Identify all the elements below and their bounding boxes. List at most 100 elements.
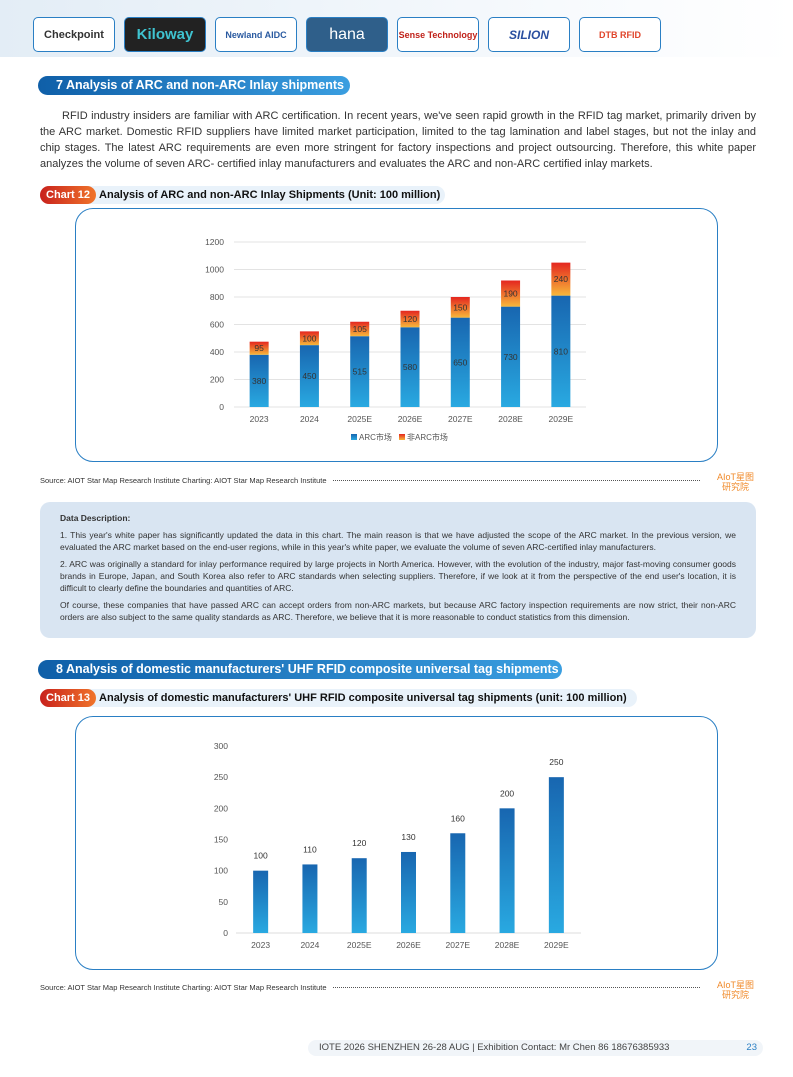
logo-sense: Sense Technology — [397, 17, 479, 52]
y-tick-label: 600 — [210, 320, 224, 330]
bar-non-arc — [501, 280, 521, 307]
data-label-arc: 380 — [252, 376, 266, 386]
bar-arc — [551, 295, 571, 407]
bar — [499, 808, 515, 933]
chart-12: 0 200 400 600 800 1000 1200 380 95 2023 450 100 2024… — [205, 237, 586, 442]
bar-non-arc — [450, 297, 470, 318]
chart-13-source: Source: AIOT Star Map Research Institute… — [40, 983, 700, 992]
data-label-arc: 810 — [554, 346, 568, 356]
bar — [450, 833, 466, 933]
y-tick-label: 100 — [214, 866, 228, 876]
data-label: 100 — [254, 851, 268, 861]
chart-13-title-text: Analysis of domestic manufacturers' UHF … — [99, 692, 627, 704]
x-tick-label: 2027E — [445, 940, 470, 950]
logo-silion: SILION — [488, 17, 570, 52]
data-label-non-arc: 105 — [353, 324, 367, 334]
y-tick-label: 150 — [214, 835, 228, 845]
y-tick-label: 250 — [214, 772, 228, 782]
description-title: Data Description: — [60, 513, 131, 523]
y-tick-label: 800 — [210, 292, 224, 302]
data-label-non-arc: 120 — [403, 314, 417, 324]
data-label-arc: 650 — [453, 357, 467, 367]
brand-logo: AIoT星图 研究院 — [717, 980, 754, 1000]
legend-swatch — [351, 434, 357, 440]
data-label-arc: 730 — [503, 352, 517, 362]
chart-13-title: Chart 13 Analysis of domestic manufacture… — [40, 689, 637, 707]
y-tick-label: 200 — [210, 375, 224, 385]
footer-text: IOTE 2026 SHENZHEN 26-28 AUG | Exhibitio… — [319, 1042, 670, 1053]
bar — [253, 870, 269, 933]
sponsor-logos: Checkpoint Kiloway Newland AIDC hana Sen… — [33, 17, 661, 52]
section-7-paragraph: RFID industry insiders are familiar with… — [40, 110, 756, 170]
data-label: 120 — [352, 838, 366, 848]
y-tick-label: 1200 — [205, 237, 224, 247]
bar — [351, 858, 367, 933]
data-label-arc: 515 — [353, 367, 367, 377]
logo-kiloway: Kiloway — [124, 17, 206, 52]
data-label: 250 — [549, 757, 563, 767]
y-tick-label: 300 — [214, 741, 228, 751]
data-description: Data Description: 1. This year's white p… — [40, 502, 756, 638]
legend-label: ARC市场 — [359, 432, 392, 442]
bar-non-arc — [299, 331, 319, 346]
chart-13: 0 50 100 150 200 250 300 100 2023 110 2024 120 2025E… — [214, 741, 581, 950]
x-tick-label: 2028E — [495, 940, 520, 950]
x-tick-label: 2023 — [250, 414, 269, 424]
chart-12-badge: Chart 12 — [40, 186, 97, 204]
chart-13-badge: Chart 13 — [40, 689, 97, 707]
data-label-arc: 450 — [302, 371, 316, 381]
y-tick-label: 400 — [210, 347, 224, 357]
bar-arc — [249, 354, 269, 407]
description-item: 2. ARC was originally a standard for inl… — [60, 559, 736, 593]
y-tick-label: 200 — [214, 803, 228, 813]
section-8-heading: 8 Analysis of domestic manufacturers' UH… — [38, 660, 562, 679]
x-tick-label: 2026E — [398, 414, 423, 424]
bar-non-arc — [551, 262, 571, 296]
legend-label: 非ARC市场 — [407, 432, 448, 442]
x-tick-label: 2026E — [396, 940, 421, 950]
data-label-non-arc: 95 — [254, 343, 264, 353]
data-label: 200 — [500, 788, 514, 798]
brand-logo: AIoT星图 研究院 — [717, 472, 754, 492]
chart-12-box: 0 200 400 600 800 1000 1200 380 95 2023 450 100 2024… — [75, 208, 718, 462]
bar-non-arc — [249, 341, 269, 355]
x-tick-label: 2029E — [549, 414, 574, 424]
bar — [548, 777, 564, 933]
x-tick-label: 2024 — [300, 940, 319, 950]
source-text: Source: AIOT Star Map Research Institute… — [40, 983, 327, 992]
legend-swatch — [399, 434, 405, 440]
data-label-non-arc: 150 — [453, 302, 467, 312]
data-label-arc: 580 — [403, 362, 417, 372]
bar-arc — [350, 336, 370, 407]
chart-12-title-text: Analysis of ARC and non-ARC Inlay Shipme… — [99, 189, 441, 201]
page-number: 23 — [746, 1042, 757, 1053]
chart-12-title: Chart 12 Analysis of ARC and non-ARC Inla… — [40, 186, 445, 204]
bar — [401, 851, 416, 933]
bar-arc — [450, 317, 470, 407]
data-label: 130 — [401, 832, 415, 842]
brand-line1: AIoT星图 — [717, 472, 755, 482]
source-text: Source: AIOT Star Map Research Institute… — [40, 476, 327, 485]
x-tick-label: 2024 — [300, 414, 319, 424]
description-item: Of course, these companies that have pas… — [60, 600, 736, 622]
section-7-heading: 7 Analysis of ARC and non-ARC Inlay ship… — [38, 76, 350, 95]
description-item: 1. This year's white paper has significa… — [60, 530, 736, 552]
bar-arc — [400, 327, 420, 407]
x-tick-label: 2027E — [448, 414, 473, 424]
data-label-non-arc: 190 — [503, 289, 517, 299]
x-tick-label: 2025E — [347, 940, 372, 950]
data-label-non-arc: 240 — [554, 274, 568, 284]
x-tick-label: 2029E — [544, 940, 569, 950]
footer: IOTE 2026 SHENZHEN 26-28 AUG | Exhibitio… — [308, 1040, 763, 1056]
bar — [302, 864, 318, 933]
chart-13-box: 0 50 100 150 200 250 300 100 2023 110 2024 120 2025E… — [75, 716, 718, 970]
logo-checkpoint: Checkpoint — [33, 17, 115, 52]
y-tick-label: 0 — [219, 402, 224, 412]
chart-12-source: Source: AIOT Star Map Research Institute… — [40, 476, 700, 485]
logo-hana: hana — [306, 17, 388, 52]
data-label: 110 — [303, 844, 317, 854]
logo-newland: Newland AIDC — [215, 17, 297, 52]
y-tick-label: 0 — [223, 928, 228, 938]
y-tick-label: 50 — [219, 897, 229, 907]
x-tick-label: 2025E — [347, 414, 372, 424]
